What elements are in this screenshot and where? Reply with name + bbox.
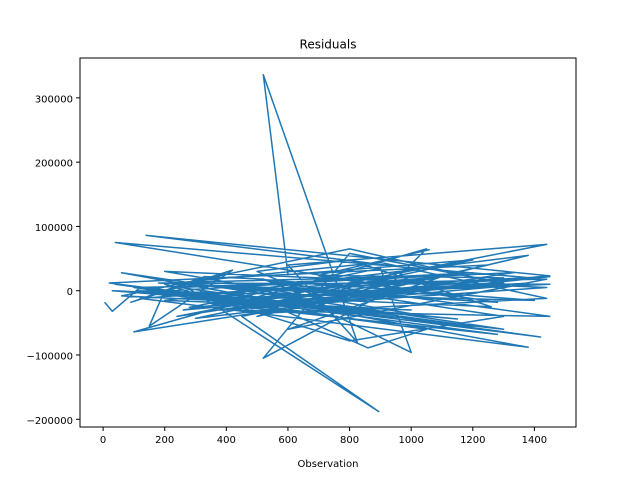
x-tick-label: 400 [217,435,236,446]
x-tick-label: 1000 [398,435,423,446]
x-tick-label: 600 [278,435,297,446]
axes-frame [79,57,577,428]
plot-lines-group [104,73,551,413]
x-axis-ticks: 0 200 400 600 800 1000 1200 1400 [100,427,547,446]
x-tick-label: 0 [100,435,106,446]
x-tick-label: 1200 [460,435,485,446]
y-tick-label: −100000 [26,352,73,363]
x-tick-label: 800 [340,435,359,446]
y-tick-label: 200000 [35,159,73,170]
y-axis-ticks: −200000 −100000 0 100000 200000 300000 [26,94,80,427]
y-tick-label: 100000 [35,223,73,234]
x-axis-label: Observation [298,459,359,470]
x-tick-label: 200 [155,435,174,446]
residual-series-line-0 [104,73,551,413]
y-tick-label: −200000 [26,416,73,427]
x-tick-label: 1400 [522,435,547,446]
y-tick-label: 300000 [35,94,73,105]
y-tick-label: 0 [67,287,73,298]
chart-title: Residuals [300,38,357,52]
